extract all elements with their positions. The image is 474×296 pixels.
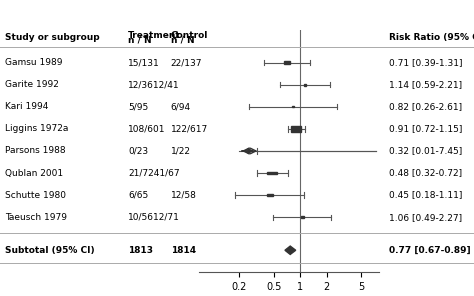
Text: 122/617: 122/617	[171, 124, 208, 133]
Polygon shape	[285, 246, 296, 255]
Bar	[291, 126, 301, 132]
Text: 15/131: 15/131	[128, 58, 160, 67]
Text: Schutte 1980: Schutte 1980	[5, 191, 66, 200]
Text: Risk Ratio (95% CI): Risk Ratio (95% CI)	[389, 33, 474, 42]
Text: 0.48 [0.32-0.72]: 0.48 [0.32-0.72]	[389, 168, 462, 178]
Text: Control: Control	[171, 30, 208, 40]
Bar	[301, 216, 304, 218]
Text: 1/22: 1/22	[171, 147, 191, 155]
Text: 0.45 [0.18-1.11]: 0.45 [0.18-1.11]	[389, 191, 462, 200]
Text: 1814: 1814	[171, 246, 196, 255]
Text: Liggins 1972a: Liggins 1972a	[5, 124, 68, 133]
Text: 6/65: 6/65	[128, 191, 148, 200]
Text: 21/7241/67: 21/7241/67	[128, 168, 180, 178]
Bar	[292, 106, 294, 107]
Text: Treatment: Treatment	[128, 30, 181, 40]
Text: Taeusch 1979: Taeusch 1979	[5, 213, 67, 222]
Text: 1813: 1813	[128, 246, 153, 255]
Text: Kari 1994: Kari 1994	[5, 102, 48, 111]
Text: Qublan 2001: Qublan 2001	[5, 168, 63, 178]
Text: 0.32 [0.01-7.45]: 0.32 [0.01-7.45]	[389, 147, 462, 155]
Text: 10/5612/71: 10/5612/71	[128, 213, 180, 222]
Text: 0/23: 0/23	[128, 147, 148, 155]
Text: n / N: n / N	[128, 35, 152, 44]
Text: Subtotal (95% CI): Subtotal (95% CI)	[5, 246, 94, 255]
Bar	[267, 172, 277, 174]
Text: 5/95: 5/95	[128, 102, 148, 111]
Text: Parsons 1988: Parsons 1988	[5, 147, 65, 155]
Text: 12/58: 12/58	[171, 191, 197, 200]
Text: 1.06 [0.49-2.27]: 1.06 [0.49-2.27]	[389, 213, 462, 222]
Text: 0.77 [0.67-0.89]: 0.77 [0.67-0.89]	[389, 246, 470, 255]
Bar	[304, 84, 307, 86]
Text: n / N: n / N	[171, 35, 194, 44]
Text: 0.71 [0.39-1.31]: 0.71 [0.39-1.31]	[389, 58, 462, 67]
Text: Gamsu 1989: Gamsu 1989	[5, 58, 62, 67]
Text: 22/137: 22/137	[171, 58, 202, 67]
Text: 108/601: 108/601	[128, 124, 165, 133]
Bar	[284, 62, 290, 64]
Text: 0.82 [0.26-2.61]: 0.82 [0.26-2.61]	[389, 102, 462, 111]
Text: 1.14 [0.59-2.21]: 1.14 [0.59-2.21]	[389, 80, 462, 89]
Text: 0.91 [0.72-1.15]: 0.91 [0.72-1.15]	[389, 124, 462, 133]
Text: 6/94: 6/94	[171, 102, 191, 111]
Text: Garite 1992: Garite 1992	[5, 80, 59, 89]
Bar	[267, 194, 273, 196]
Text: 12/3612/41: 12/3612/41	[128, 80, 180, 89]
Text: Study or subgroup: Study or subgroup	[5, 33, 100, 42]
